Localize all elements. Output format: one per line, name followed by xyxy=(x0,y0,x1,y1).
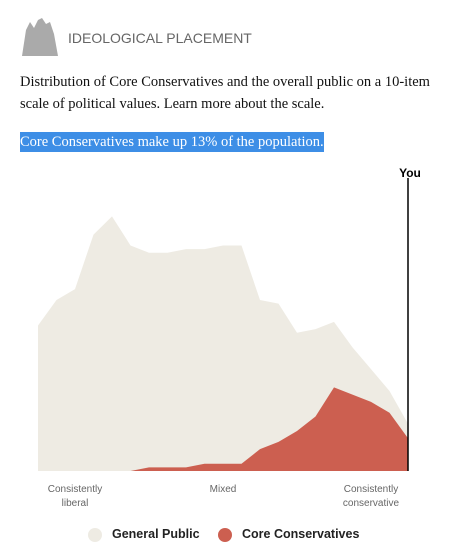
header-title: IDEOLOGICAL PLACEMENT xyxy=(68,30,252,46)
legend-swatch xyxy=(88,528,102,542)
you-label: You xyxy=(399,166,421,180)
legend-label: General Public xyxy=(112,527,200,541)
highlight: Core Conservatives make up 13% of the po… xyxy=(20,132,324,152)
x-tick-label: Consistently conservative xyxy=(342,484,400,509)
description: Distribution of Core Conservatives and t… xyxy=(20,74,430,112)
legend-swatch xyxy=(218,528,232,542)
header-icon xyxy=(22,18,58,56)
x-tick-label: Consistently liberal xyxy=(47,484,103,509)
x-tick-label: Mixed xyxy=(209,484,237,495)
area xyxy=(38,216,408,471)
legend-label: Core Conservatives xyxy=(242,527,360,541)
area xyxy=(38,387,408,471)
